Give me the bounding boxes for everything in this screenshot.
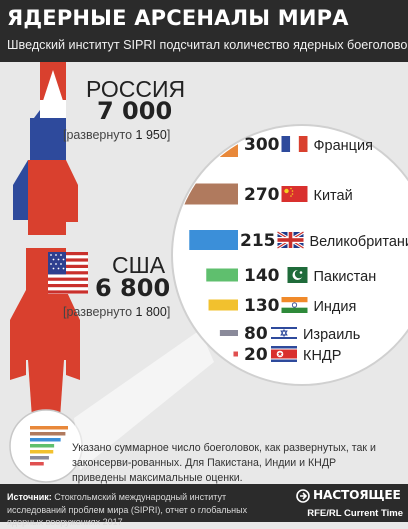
small-stripe [30, 444, 54, 448]
page-title: ЯДЕРНЫЕ АРСЕНАЛЫ МИРА [7, 6, 349, 30]
bar-0 [170, 131, 238, 157]
small-stripe [30, 462, 44, 466]
israel-flag-icon [271, 325, 297, 341]
small-stripe [30, 456, 49, 460]
russia-deployed: [развернуто 1 950] [63, 128, 170, 142]
category-label: КНДР [303, 348, 341, 364]
small-stripe [30, 450, 53, 454]
usa-fin-right [66, 290, 80, 380]
source-text: Источник: Стокгольмский международный ин… [7, 491, 285, 529]
small-stripe [30, 438, 61, 442]
value-label: 80 [244, 324, 268, 344]
value-label: 20 [244, 345, 268, 365]
bar-2 [189, 230, 238, 250]
north-korea-flag-icon [271, 346, 297, 362]
category-label: Израиль [303, 327, 360, 343]
value-label: 140 [244, 266, 280, 286]
russia-missile-red-body [28, 160, 66, 235]
credit: RFE/RL Current Time [307, 508, 403, 519]
value-label: 130 [244, 296, 280, 316]
page-subtitle: Шведский институт SIPRI подсчитал количе… [7, 38, 408, 52]
category-label: Пакистан [314, 269, 377, 285]
pakistan-flag-icon [282, 267, 308, 283]
bar-3 [206, 269, 238, 282]
russia-total: 7 000 [97, 97, 172, 125]
small-stripe [30, 426, 68, 430]
russia-missile [13, 62, 78, 235]
france-flag-icon [282, 136, 308, 152]
value-label: 300 [244, 135, 280, 155]
bar-6 [233, 352, 238, 357]
bar-1 [177, 184, 238, 205]
russia-fin-right [66, 160, 78, 222]
usa-deployed: [развернуто 1 800] [63, 305, 170, 319]
uk-flag-icon [278, 232, 304, 248]
brand-logo: НАСТОЯЩЕЕ [296, 488, 404, 506]
category-label: Китай [314, 188, 353, 204]
category-label: Великобритания [310, 234, 408, 250]
footnote: Указано суммарное число боеголовок, как … [72, 441, 392, 486]
bar-4 [209, 300, 238, 311]
bar-5 [220, 330, 238, 336]
value-label: 215 [240, 231, 276, 251]
header: ЯДЕРНЫЕ АРСЕНАЛЫ МИРА Шведский институт … [0, 0, 408, 62]
category-label: Франция [314, 138, 373, 154]
usa-fin-left [10, 290, 26, 380]
category-label: Индия [314, 299, 357, 315]
usa-flag-icon [48, 252, 88, 294]
usa-total: 6 800 [95, 274, 170, 302]
brand-mark-icon [296, 489, 310, 503]
russia-fin-left [13, 160, 28, 220]
china-flag-icon [282, 186, 308, 202]
footer: Источник: Стокгольмский международный ин… [0, 484, 408, 522]
value-label: 270 [244, 185, 280, 205]
india-flag-icon [282, 297, 308, 313]
small-stripe [30, 432, 65, 436]
